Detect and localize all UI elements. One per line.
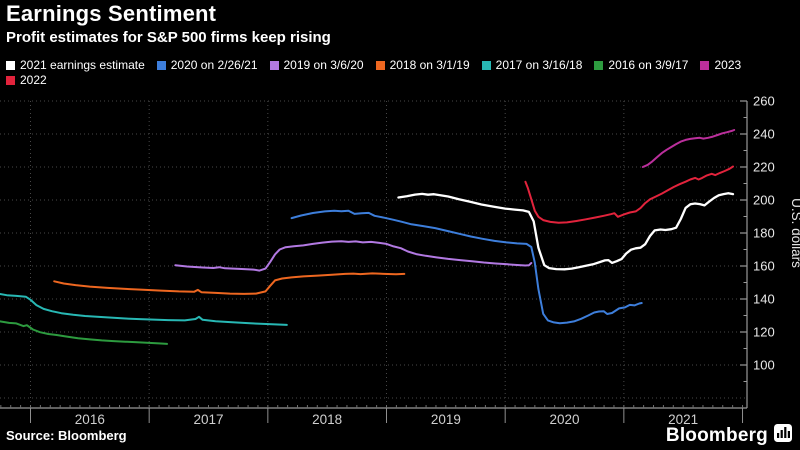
x-year-label-2017: 2017 xyxy=(193,412,223,425)
legend-swatch xyxy=(269,61,279,70)
legend-swatch xyxy=(594,61,604,70)
y-tick-label: 160 xyxy=(753,259,775,274)
legend-swatch xyxy=(375,61,385,70)
x-year-label-2019: 2019 xyxy=(431,412,461,425)
legend-label: 2023 xyxy=(714,58,742,72)
x-year-label-2018: 2018 xyxy=(312,412,342,425)
legend-label: 2020 on 2/26/21 xyxy=(170,58,258,72)
chart-legend: 2021 earnings estimate 2020 on 2/26/21 201… xyxy=(6,58,798,88)
legend-item-2020-on-2-26-21: 2020 on 2/26/21 xyxy=(156,58,258,73)
y-tick-label: 120 xyxy=(753,325,775,340)
y-tick-label: 100 xyxy=(753,358,775,373)
series-line-2016-on-3-9-17 xyxy=(0,320,168,345)
series-line-2018-on-3-1-19 xyxy=(53,272,406,295)
legend-label: 2017 on 3/16/18 xyxy=(495,58,583,72)
page-subtitle: Profit estimates for S&P 500 firms keep … xyxy=(6,29,331,46)
legend-swatch xyxy=(156,61,166,70)
y-axis-title: U.S. dollars xyxy=(789,198,800,268)
legend-swatch xyxy=(6,61,15,70)
series-line-2021-earnings-estimate xyxy=(397,192,735,271)
legend-item-2023: 2023 xyxy=(700,58,741,73)
y-tick-label: 260 xyxy=(753,94,775,109)
bloomberg-logo-icon xyxy=(774,424,792,447)
page-title: Earnings Sentiment xyxy=(6,1,217,26)
chart-svg: 100 120 140 160 180 200 220 240 260 2016 2017 2018 2… xyxy=(0,94,800,425)
legend-label: 2022 xyxy=(20,73,47,87)
series-line-2020-on-2-26-21 xyxy=(290,209,643,325)
legend-row-1: 2021 earnings estimate 2020 on 2/26/21 201… xyxy=(6,58,798,73)
legend-label: 2016 on 3/9/17 xyxy=(608,58,689,72)
y-tick-label: 220 xyxy=(753,160,775,175)
legend-item-2019-on-3-6-20: 2019 on 3/6/20 xyxy=(269,58,364,73)
legend-swatch xyxy=(6,76,15,85)
legend-label: 2018 on 3/1/19 xyxy=(389,58,470,72)
x-year-label-2016: 2016 xyxy=(75,412,105,425)
legend-item-2022: 2022 xyxy=(6,73,47,88)
series-line-2022 xyxy=(524,165,734,224)
y-tick-label: 180 xyxy=(753,226,775,241)
bloomberg-wordmark: Bloomberg xyxy=(665,424,768,446)
x-year-label-2020: 2020 xyxy=(549,412,579,425)
y-tick-label: 240 xyxy=(753,127,775,142)
legend-item-2021-earnings-estimate: 2021 earnings estimate xyxy=(6,58,145,73)
source-credit: Source: Bloomberg xyxy=(6,428,127,443)
series-line-2023 xyxy=(641,129,736,168)
legend-row-2: 2022 xyxy=(6,73,798,88)
legend-item-2017-on-3-16-18: 2017 on 3/16/18 xyxy=(481,58,583,73)
legend-label: 2021 earnings estimate xyxy=(20,58,145,72)
y-tick-label: 140 xyxy=(753,292,775,307)
legend-label: 2019 on 3/6/20 xyxy=(283,58,364,72)
y-tick-label: 200 xyxy=(753,193,775,208)
bloomberg-brand: Bloomberg xyxy=(666,424,792,447)
legend-swatch xyxy=(481,61,491,70)
series-line-2017-on-3-16-18 xyxy=(0,293,288,326)
series-line-2019-on-3-6-20 xyxy=(174,240,533,272)
legend-item-2018-on-3-1-19: 2018 on 3/1/19 xyxy=(375,58,470,73)
legend-swatch xyxy=(700,61,710,70)
legend-item-2016-on-3-9-17: 2016 on 3/9/17 xyxy=(594,58,688,73)
x-year-label-2021: 2021 xyxy=(668,412,698,425)
